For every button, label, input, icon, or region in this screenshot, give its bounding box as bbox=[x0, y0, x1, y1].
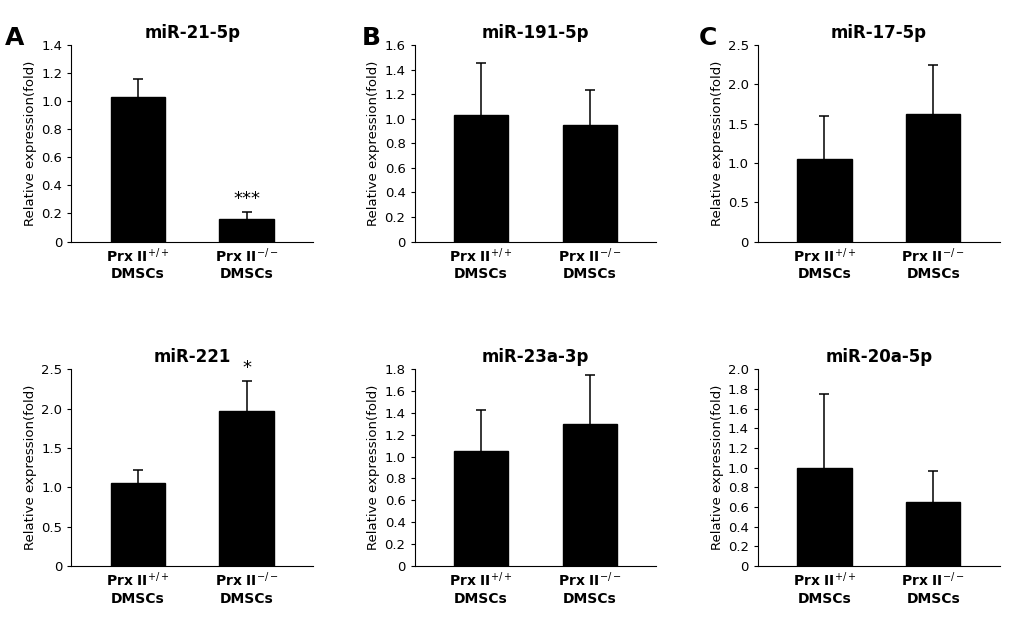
Title: miR-221: miR-221 bbox=[154, 349, 230, 367]
Bar bbox=[453, 115, 507, 242]
Text: A: A bbox=[5, 26, 24, 50]
Title: miR-21-5p: miR-21-5p bbox=[144, 24, 240, 42]
Bar bbox=[905, 502, 959, 566]
Text: C: C bbox=[698, 26, 716, 50]
Y-axis label: Relative expression(fold): Relative expression(fold) bbox=[367, 60, 380, 226]
Title: miR-20a-5p: miR-20a-5p bbox=[824, 349, 931, 367]
Bar bbox=[219, 219, 273, 242]
Bar bbox=[219, 411, 273, 566]
Text: ***: *** bbox=[233, 190, 260, 208]
Bar bbox=[453, 451, 507, 566]
Y-axis label: Relative expression(fold): Relative expression(fold) bbox=[710, 60, 722, 226]
Bar bbox=[905, 114, 959, 242]
Y-axis label: Relative expression(fold): Relative expression(fold) bbox=[710, 385, 722, 550]
Y-axis label: Relative expression(fold): Relative expression(fold) bbox=[24, 385, 37, 550]
Text: *: * bbox=[242, 359, 251, 377]
Bar bbox=[797, 159, 851, 242]
Title: miR-191-5p: miR-191-5p bbox=[481, 24, 589, 42]
Bar bbox=[562, 424, 616, 566]
Text: B: B bbox=[362, 26, 381, 50]
Title: miR-23a-3p: miR-23a-3p bbox=[481, 349, 589, 367]
Bar bbox=[797, 467, 851, 566]
Y-axis label: Relative expression(fold): Relative expression(fold) bbox=[24, 60, 37, 226]
Y-axis label: Relative expression(fold): Relative expression(fold) bbox=[367, 385, 380, 550]
Bar bbox=[111, 97, 165, 242]
Bar bbox=[111, 484, 165, 566]
Title: miR-17-5p: miR-17-5p bbox=[829, 24, 926, 42]
Bar bbox=[562, 125, 616, 242]
